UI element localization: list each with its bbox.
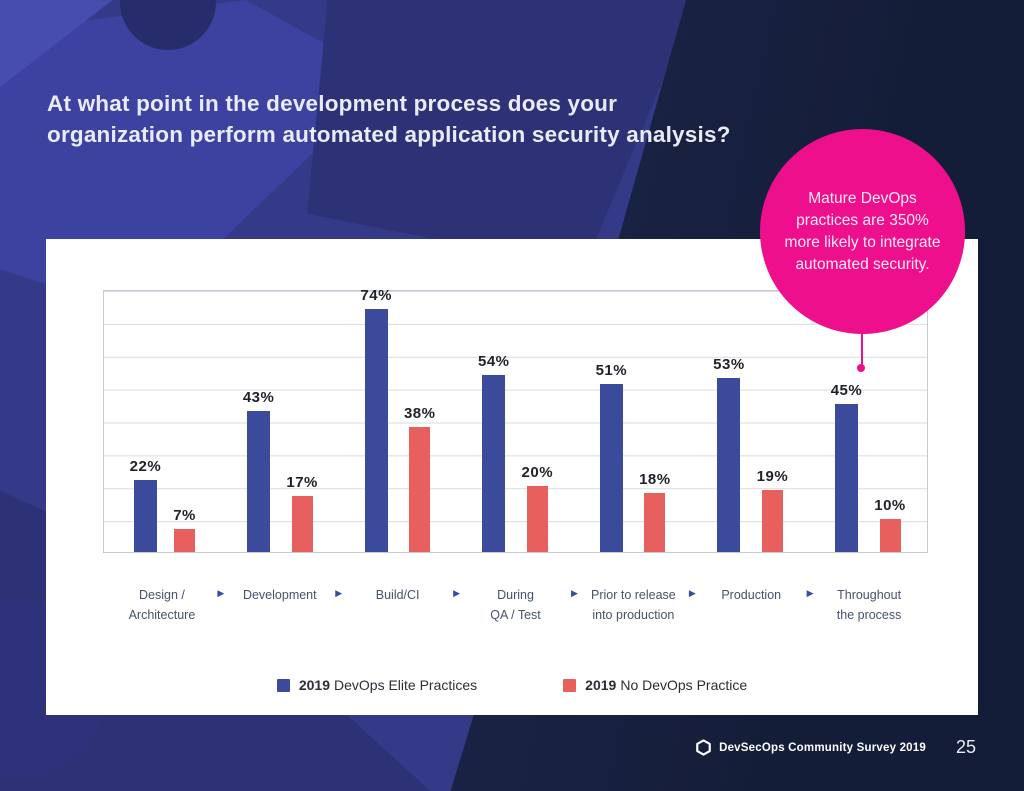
bar-groups: 22% 7% 43% 17% 74% 38% 54% 20% 51% 18% 53% 19% 45% 10… bbox=[104, 287, 927, 552]
bar-column: 20% bbox=[522, 464, 554, 552]
value-label: 43% bbox=[242, 388, 275, 406]
bar bbox=[364, 308, 388, 552]
bar-group: 22% 7% bbox=[104, 291, 222, 552]
category-label: Throughout the process bbox=[836, 588, 902, 622]
legend-year: 2019 bbox=[298, 677, 330, 693]
callout-text-line: Mature DevOps bbox=[808, 189, 917, 207]
flow-arrow-icon: ▶ bbox=[688, 588, 696, 598]
bar-column: 10% bbox=[874, 497, 906, 552]
bar-column: 18% bbox=[639, 471, 671, 552]
plot-area: 22% 7% 43% 17% 74% 38% 54% 20% 51% 18% 53% 19% 45% 10… bbox=[103, 287, 928, 553]
bar-column: 43% bbox=[243, 389, 275, 552]
value-label: 19% bbox=[756, 467, 789, 485]
bar-column: 53% bbox=[713, 356, 745, 552]
bar-column: 38% bbox=[404, 405, 436, 552]
bar bbox=[409, 427, 431, 552]
legend-swatch bbox=[276, 678, 290, 692]
bar bbox=[717, 377, 741, 552]
bar bbox=[526, 486, 548, 552]
bar-column: 51% bbox=[596, 362, 628, 552]
bar-column: 17% bbox=[286, 474, 318, 552]
bar-column: 22% bbox=[130, 458, 162, 552]
bar bbox=[247, 410, 271, 552]
category-label: Development bbox=[242, 588, 317, 602]
value-label: 45% bbox=[830, 382, 863, 400]
bar-group: 53% 19% bbox=[692, 291, 810, 552]
value-label: 17% bbox=[286, 474, 318, 492]
hexagon-outline-icon bbox=[696, 739, 711, 756]
value-label: 53% bbox=[713, 355, 745, 373]
category-label: During QA / Test bbox=[490, 588, 541, 622]
flow-arrow-icon: ▶ bbox=[453, 588, 461, 598]
page-title: At what point in the development process… bbox=[47, 88, 731, 150]
category-label: Production bbox=[721, 588, 782, 602]
bar-column: 7% bbox=[173, 507, 196, 552]
bar-group: 51% 18% bbox=[574, 291, 692, 552]
slide-footer: DevSecOps Community Survey 2019 25 bbox=[696, 737, 976, 758]
bar bbox=[644, 492, 666, 552]
bar-column: 54% bbox=[477, 352, 510, 552]
category-label: Prior to release into production bbox=[590, 588, 676, 622]
category-label: Build/CI bbox=[375, 588, 420, 602]
legend-label: No DevOps Practice bbox=[620, 677, 748, 693]
callout-pointer-dot bbox=[857, 364, 865, 372]
bar bbox=[133, 479, 157, 552]
legend-swatch bbox=[563, 678, 577, 692]
footer-brand-text: DevSecOps Community Survey 2019 bbox=[719, 741, 926, 754]
value-label: 74% bbox=[360, 286, 392, 304]
bar-column: 19% bbox=[756, 467, 789, 552]
bar bbox=[834, 404, 858, 552]
page-number: 25 bbox=[955, 737, 976, 757]
bar bbox=[599, 384, 623, 552]
value-label: 10% bbox=[874, 497, 906, 515]
value-label: 7% bbox=[173, 507, 196, 524]
bar-group: 54% 20% bbox=[457, 291, 575, 552]
callout-text-line: practices are 350% bbox=[796, 211, 929, 229]
legend-label: DevOps Elite Practices bbox=[334, 677, 478, 693]
flow-arrow-icon: ▶ bbox=[570, 588, 578, 598]
flow-arrow-icon: ▶ bbox=[217, 588, 225, 598]
bar bbox=[761, 489, 783, 552]
legend-year: 2019 bbox=[585, 677, 617, 693]
bar bbox=[174, 529, 196, 552]
page-title-line-1: At what point in the development process… bbox=[47, 91, 618, 116]
bar bbox=[482, 374, 506, 552]
callout-text-line: automated security. bbox=[795, 255, 930, 273]
callout-text-line: more likely to integrate bbox=[784, 233, 941, 251]
bar-group: 74% 38% bbox=[339, 287, 457, 552]
value-label: 18% bbox=[639, 470, 671, 488]
callout-pointer-line bbox=[861, 334, 863, 366]
legend-item: 2019 No DevOps Practice bbox=[563, 677, 747, 693]
bar-column: 45% bbox=[831, 382, 863, 552]
bar-group: 43% 17% bbox=[222, 291, 340, 552]
chart-legend: 2019 DevOps Elite Practices 2019 No DevOps … bbox=[46, 677, 978, 693]
value-label: 38% bbox=[403, 405, 436, 423]
value-label: 20% bbox=[521, 464, 554, 482]
value-label: 22% bbox=[129, 457, 162, 475]
category-label: Design / Architecture bbox=[128, 588, 196, 622]
bar-column: 74% bbox=[360, 287, 392, 552]
bar-group: 45% 10% bbox=[809, 291, 927, 552]
flow-arrow-icon: ▶ bbox=[806, 588, 814, 598]
value-label: 51% bbox=[595, 362, 628, 380]
footer-brand: DevSecOps Community Survey 2019 bbox=[696, 739, 926, 756]
bar bbox=[879, 519, 901, 552]
bar bbox=[291, 496, 313, 552]
value-label: 54% bbox=[477, 352, 510, 370]
page-title-line-2: organization perform automated applicati… bbox=[47, 122, 731, 147]
flow-arrow-icon: ▶ bbox=[335, 588, 343, 598]
callout-circle: Mature DevOps practices are 350% more li… bbox=[760, 129, 965, 334]
legend-item: 2019 DevOps Elite Practices bbox=[276, 677, 478, 693]
category-axis: Design / Architecture Development Build/CI D… bbox=[103, 585, 928, 625]
